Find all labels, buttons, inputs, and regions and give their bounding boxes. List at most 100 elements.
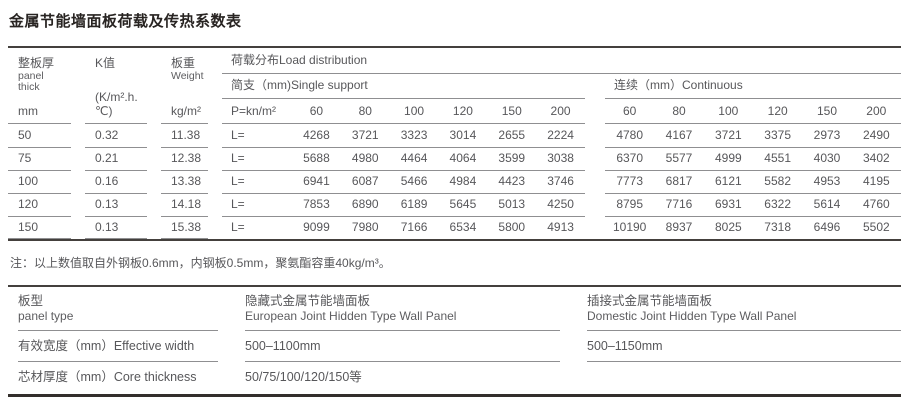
span-header: 80	[358, 104, 372, 118]
core-thickness-plug	[587, 362, 901, 394]
single-support-values: L= 6941 6087 5466 4984 4423 3746	[222, 170, 585, 194]
cell-value: 5013	[498, 197, 526, 211]
cell-value: 6534	[449, 220, 477, 234]
table-row: 100 0.16 13.38 L= 6941 6087 5466 4984 44…	[8, 170, 901, 194]
cell-panel-thick: 120	[8, 193, 71, 217]
l-label: L=	[231, 220, 245, 234]
k-value-zh: K值	[95, 56, 116, 70]
span-header: 120	[452, 104, 473, 118]
cell-value: 5614	[813, 197, 841, 211]
cell-value: 7318	[764, 220, 791, 234]
cell-panel-thick: 100	[8, 170, 71, 194]
cell-value: 4464	[400, 151, 428, 165]
continuous-values: 6370 5577 4999 4551 4030 3402	[605, 147, 901, 171]
cell-value: 4913	[547, 220, 574, 234]
cell-value: 4551	[764, 151, 791, 165]
cell-value: 4030	[813, 151, 841, 165]
column-header-k-value: K值 (K/m².h.℃)	[85, 48, 147, 124]
panel-spec-table: 板型 panel type 隐藏式金属节能墙面板 European Joint …	[8, 287, 901, 397]
cell-value: 6941	[303, 174, 330, 188]
cell-weight: 15.38	[161, 216, 208, 239]
spec-row-core-thickness: 芯材厚度（mm）Core thickness 50/75/100/120/150…	[8, 362, 901, 394]
cell-value: 3599	[498, 151, 526, 165]
cell-value: 3721	[351, 128, 379, 142]
cell-value: 5502	[862, 220, 890, 234]
l-label: L=	[231, 174, 245, 188]
cell-value: 7716	[665, 197, 693, 211]
cell-weight: 14.18	[161, 193, 208, 217]
cell-value: 2655	[498, 128, 526, 142]
span-header: 150	[501, 104, 522, 118]
load-distribution-title: 荷载分布Load distribution	[222, 48, 901, 74]
cell-value: 7853	[303, 197, 330, 211]
cell-value: 8937	[665, 220, 693, 234]
table-row: 75 0.21 12.38 L= 5688 4980 4464 4064 359…	[8, 147, 901, 171]
cell-panel-thick: 75	[8, 147, 71, 171]
span-header: 200	[550, 104, 571, 118]
l-label: L=	[231, 197, 245, 211]
cell-value: 4780	[616, 128, 644, 142]
hidden-panel-en: European Joint Hidden Type Wall Panel	[245, 309, 457, 323]
cell-value: 2224	[547, 128, 574, 142]
plug-panel-zh: 插接式金属节能墙面板	[587, 294, 713, 308]
panel-thick-en2: thick	[18, 81, 40, 93]
cell-value: 6817	[665, 174, 693, 188]
continuous-spans: 60 80 100 120 150 200	[605, 99, 901, 124]
cell-value: 5645	[449, 197, 477, 211]
cell-value: 7773	[616, 174, 644, 188]
table-row: 150 0.13 15.38 L= 9099 7980 7166 6534 58…	[8, 216, 901, 239]
cell-panel-thick: 50	[8, 124, 71, 148]
core-thickness-label: 芯材厚度（mm）Core thickness	[18, 370, 197, 384]
spec-plug-panel: 插接式金属节能墙面板 Domestic Joint Hidden Type Wa…	[587, 287, 901, 331]
cell-value: 3323	[400, 128, 428, 142]
table-row: 120 0.13 14.18 L= 7853 6890 6189 5645 50…	[8, 193, 901, 217]
cell-value: 4953	[813, 174, 841, 188]
single-support-values: L= 7853 6890 6189 5645 5013 4250	[222, 193, 585, 217]
cell-k-value: 0.21	[85, 147, 147, 171]
single-support-values: L= 9099 7980 7166 6534 5800 4913	[222, 216, 585, 239]
cell-value: 2973	[813, 128, 841, 142]
span-header: 60	[309, 104, 324, 118]
cell-value: 6087	[351, 174, 379, 188]
effective-width-hidden: 500–1100mm	[245, 331, 560, 362]
table-row: 50 0.32 11.38 L= 4268 3721 3323 3014 265…	[8, 124, 901, 148]
cell-weight: 11.38	[161, 124, 208, 148]
span-header: 60	[622, 104, 637, 118]
spec-label-panel-type: 板型 panel type	[18, 287, 218, 331]
cell-value: 6496	[813, 220, 841, 234]
cell-value: 6370	[616, 151, 644, 165]
cell-value: 3746	[547, 174, 574, 188]
cell-panel-thick: 150	[8, 216, 71, 239]
cell-value: 5688	[303, 151, 330, 165]
cell-value: 10190	[612, 220, 647, 234]
span-header: 100	[404, 104, 425, 118]
cell-value: 4423	[498, 174, 526, 188]
continuous-title: 连续（mm）Continuous	[605, 74, 901, 99]
cell-value: 5800	[498, 220, 526, 234]
span-header: 80	[672, 104, 686, 118]
cell-value: 4064	[449, 151, 477, 165]
continuous-values: 7773 6817 6121 5582 4953 4195	[605, 170, 901, 194]
cell-value: 4250	[547, 197, 574, 211]
column-header-weight: 板重 Weight kg/m²	[161, 48, 208, 124]
cell-value: 4195	[862, 174, 890, 188]
cell-weight: 12.38	[161, 147, 208, 171]
plug-panel-en: Domestic Joint Hidden Type Wall Panel	[587, 309, 797, 323]
cell-k-value: 0.13	[85, 193, 147, 217]
panel-type-zh: 板型	[18, 294, 44, 308]
cell-value: 6121	[714, 174, 742, 188]
effective-width-label: 有效宽度（mm）Effective width	[18, 331, 218, 362]
panel-thick-unit: mm	[18, 104, 38, 118]
cell-weight: 13.38	[161, 170, 208, 194]
cell-value: 6931	[714, 197, 742, 211]
cell-value: 3721	[714, 128, 742, 142]
weight-en: Weight	[171, 70, 204, 82]
cell-value: 6322	[764, 197, 791, 211]
cell-value: 4980	[351, 151, 379, 165]
load-distribution-header: 荷载分布Load distribution 简支（mm)Single suppo…	[222, 48, 901, 124]
panel-thick-zh: 整板厚	[18, 56, 55, 70]
cell-k-value: 0.13	[85, 216, 147, 239]
cell-value: 3038	[547, 151, 574, 165]
cell-value: 5582	[764, 174, 791, 188]
cell-value: 7166	[400, 220, 428, 234]
